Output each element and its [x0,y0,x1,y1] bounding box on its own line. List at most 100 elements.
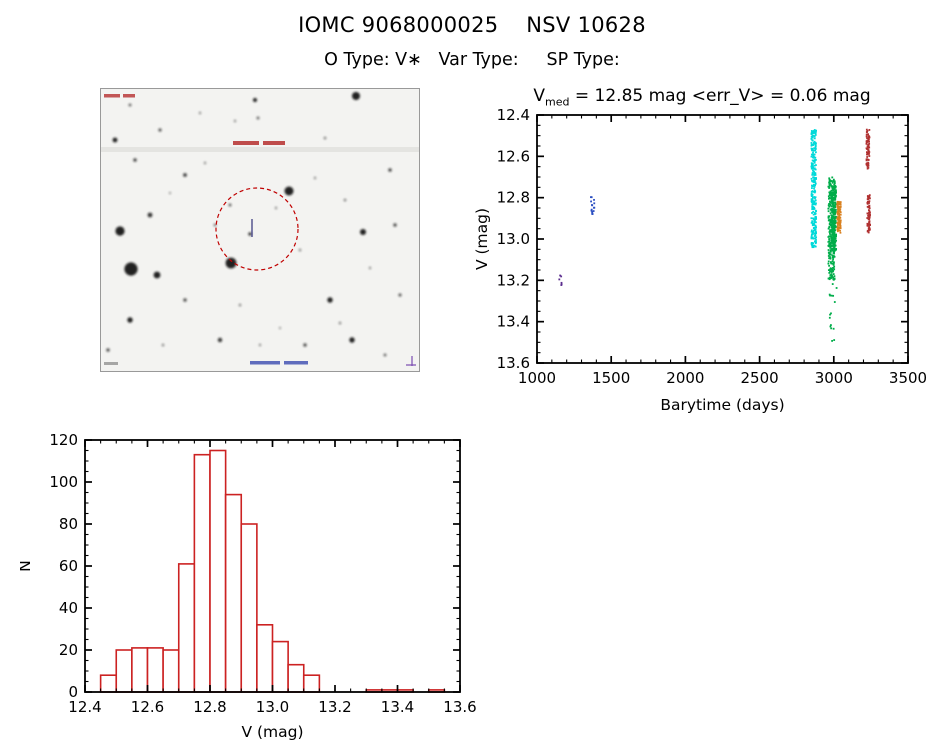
star [217,337,223,343]
plate-annotation [233,141,259,145]
x-axis-label: Barytime (days) [660,396,784,414]
plate-annotation [250,361,280,365]
star [183,173,187,177]
star [127,317,133,323]
finding-chart [100,88,420,372]
star [258,343,262,347]
histogram-bar [131,647,149,693]
star [198,111,202,115]
star [349,337,355,343]
star [228,203,232,207]
y-tick-label: 12.6 [497,147,530,165]
y-tick-label: 13.6 [497,354,530,372]
histogram-bar [177,563,196,693]
plate-annotation [104,362,118,365]
lightcurve-plot: 1000 1500 2000 2500 3000 3500 12.4 12.6 12.8 13.0… [460,103,944,438]
x-tick-label: 13.4 [381,698,414,716]
y-tick-label: 120 [49,431,78,449]
histogram-svg: 12.4 12.6 12.8 13.0 13.2 13.4 13.6 0 20 40 60 80 100… [16,431,477,741]
x-tick-label: 1000 [518,369,556,387]
lightcurve-title-v: V [533,86,546,106]
finding-chart-svg [100,88,420,372]
plate-annotation [263,141,285,145]
histogram-bar [256,624,274,693]
histogram-bar [287,663,305,693]
x-tick-label: 13.2 [318,698,351,716]
target-circle [215,187,299,271]
star [106,348,110,352]
star [183,298,187,302]
star [327,297,333,303]
star [115,226,125,236]
star [168,191,172,195]
star [124,262,138,276]
star [274,206,278,210]
star [388,168,392,172]
x-tick-label: 1500 [592,369,630,387]
x-tick-label: 2500 [741,369,779,387]
x-tick-label: 12.8 [193,698,226,716]
histogram-bar [224,493,243,693]
star [303,343,307,347]
star [343,198,347,202]
star [238,303,242,307]
star [203,161,207,165]
star [298,248,302,252]
histogram-bar [302,674,321,693]
lightcurve-title-values: = 12.85 mag <err_V> = 0.06 mag [569,86,871,106]
y-tick-label: 60 [59,557,78,575]
histogram-bar [193,453,211,693]
plate-annotation [284,361,308,365]
x-tick-label: 13.0 [256,698,289,716]
star [133,158,137,162]
star [360,229,366,235]
x-tick-label: 12.6 [131,698,164,716]
x-axis-label: V (mag) [241,723,303,741]
histogram-bar [162,649,180,693]
x-tick-label: 3500 [889,369,927,387]
star [338,321,342,325]
star [398,293,402,297]
lightcurve-title: Vmed = 12.85 mag <err_V> = 0.06 mag [460,86,944,108]
plate-annotation [104,94,120,98]
star [368,266,372,270]
star [256,116,260,120]
star [253,98,257,102]
histogram-bar [240,523,258,693]
y-tick-label: 13.4 [497,313,530,331]
star [147,212,153,218]
y-tick-label: 100 [49,473,78,491]
y-tick-label: 20 [59,641,78,659]
plate-annotation [123,94,135,98]
page-subtitle: O Type: V∗ Var Type: SP Type: [324,50,620,70]
y-tick-label: 13.2 [497,271,530,289]
star [225,257,237,269]
lightcurve-svg: 1000 1500 2000 2500 3000 3500 12.4 12.6 12.8 13.0… [473,106,927,414]
star [153,271,161,279]
y-tick-label: 40 [59,599,78,617]
histogram-bar [209,449,227,693]
star [278,326,282,330]
histogram-bar [271,640,289,693]
y-axis-label: N [20,560,34,572]
page-title: IOMC 9068000025 NSV 10628 [298,13,646,37]
x-tick-label: 13.6 [443,698,476,716]
x-tick-label: 12.4 [68,698,101,716]
star [161,343,165,347]
star [323,136,327,140]
x-tick-label: 3000 [815,369,853,387]
y-tick-label: 12.4 [497,106,530,124]
star [128,103,132,107]
y-tick-label: 12.8 [497,189,530,207]
x-tick-label: 2000 [666,369,704,387]
histogram-bar [146,647,164,693]
histogram-bar [99,674,118,693]
y-axis-label: V (mag) [473,208,491,270]
magnitude-histogram-plot: 12.4 12.6 12.8 13.0 13.2 13.4 13.6 0 20 40 60 80 100… [16,420,490,747]
finding-chart-frame [100,88,420,372]
star [313,176,317,180]
lightcurve-title-subscript: med [545,95,570,109]
star [352,92,360,100]
histogram-bar [115,649,133,693]
